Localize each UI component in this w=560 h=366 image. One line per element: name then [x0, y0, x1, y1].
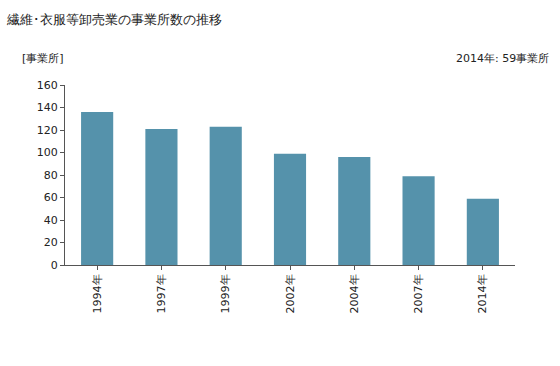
svg-text:40: 40 — [44, 214, 58, 227]
svg-text:0: 0 — [51, 259, 58, 272]
svg-text:2014年: 59事業所: 2014年: 59事業所 — [456, 52, 549, 65]
svg-text:1994年: 1994年 — [91, 274, 104, 313]
svg-text:100: 100 — [37, 146, 58, 159]
svg-text:1999年: 1999年 — [219, 274, 232, 313]
svg-text:2002年: 2002年 — [284, 274, 297, 313]
svg-text:1997年: 1997年 — [155, 274, 168, 313]
svg-text:繊維･衣服等卸売業の事業所数の推移: 繊維･衣服等卸売業の事業所数の推移 — [6, 12, 222, 27]
svg-text:20: 20 — [44, 236, 58, 249]
svg-text:2014年: 2014年 — [476, 274, 489, 313]
svg-text:60: 60 — [44, 191, 58, 204]
svg-text:140: 140 — [37, 101, 58, 114]
svg-text:160: 160 — [37, 79, 58, 92]
svg-text:80: 80 — [44, 169, 58, 182]
svg-text:2004年: 2004年 — [348, 274, 361, 313]
svg-text:[事業所]: [事業所] — [22, 52, 64, 65]
svg-text:2007年: 2007年 — [412, 274, 425, 313]
svg-text:120: 120 — [37, 124, 58, 137]
